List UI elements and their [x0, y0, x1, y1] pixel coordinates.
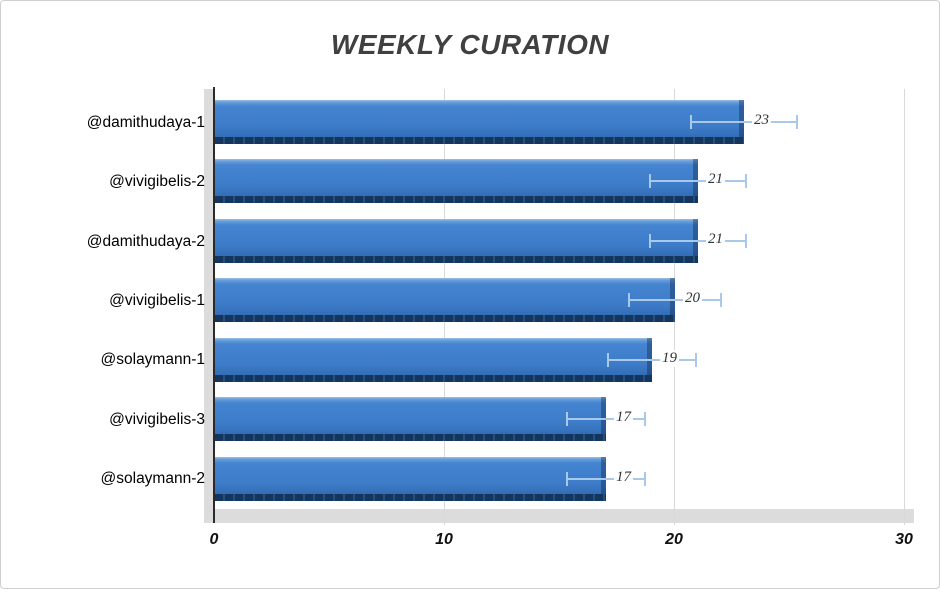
bar-bottom-face	[215, 137, 744, 144]
chart-floor	[214, 509, 914, 523]
error-bar-cap	[565, 412, 568, 427]
category-label: @solaymann-2	[100, 470, 205, 488]
x-tick-label: 10	[435, 531, 453, 548]
error-bar-line	[629, 299, 721, 302]
category-label: @vivigibelis-2	[109, 173, 205, 191]
category-label: @solaymann-1	[100, 351, 205, 369]
chart-back-wall	[204, 89, 214, 523]
y-axis-line	[213, 87, 215, 523]
error-bar-line	[649, 180, 747, 183]
value-label: 21	[706, 230, 725, 248]
bar	[215, 159, 698, 204]
bar	[215, 397, 606, 442]
bar	[215, 218, 698, 263]
chart-title: WEEKLY CURATION	[330, 29, 610, 60]
error-bar-line	[566, 477, 646, 480]
error-bar-cap	[694, 352, 697, 367]
error-bar-cap	[628, 293, 630, 308]
error-bar-cap	[565, 471, 568, 486]
bar-bottom-face	[215, 315, 675, 323]
bar-bottom-face	[215, 374, 652, 382]
error-bar-cap	[795, 115, 798, 129]
value-label: 23	[752, 112, 771, 129]
error-bar-cap	[720, 293, 722, 308]
bar	[215, 278, 675, 323]
error-bar-line	[566, 418, 646, 421]
bar-bottom-face	[215, 434, 606, 442]
x-tick-label: 20	[665, 531, 683, 548]
bar	[215, 456, 606, 501]
bar	[215, 337, 652, 382]
error-bar-cap	[745, 233, 748, 248]
category-label: @vivigibelis-3	[109, 410, 205, 428]
bar-bottom-face	[215, 493, 606, 501]
error-bar-line	[608, 358, 696, 361]
value-label: 20	[683, 290, 702, 308]
error-bar-line	[649, 239, 747, 242]
value-label: 21	[706, 171, 725, 189]
x-tick-label: 30	[895, 531, 913, 548]
value-label: 17	[614, 409, 633, 427]
error-bar-cap	[690, 115, 693, 129]
error-bar-cap	[745, 174, 748, 189]
category-label: @damithudaya-1	[86, 113, 205, 131]
category-label: @damithudaya-2	[86, 232, 205, 250]
category-label: @vivigibelis-1	[109, 292, 205, 309]
error-bar-cap	[648, 233, 651, 248]
error-bar-cap	[644, 471, 647, 486]
x-tick-label: 0	[209, 531, 219, 548]
value-label: 17	[614, 468, 633, 486]
bar	[215, 100, 744, 144]
value-label: 19	[660, 349, 679, 367]
error-bar-cap	[607, 352, 610, 367]
bar-bottom-face	[215, 196, 698, 204]
error-bar-cap	[648, 174, 651, 189]
bar-bottom-face	[215, 255, 698, 263]
error-bar-line	[691, 121, 797, 123]
error-bar-cap	[644, 412, 647, 427]
gridline	[904, 89, 905, 525]
